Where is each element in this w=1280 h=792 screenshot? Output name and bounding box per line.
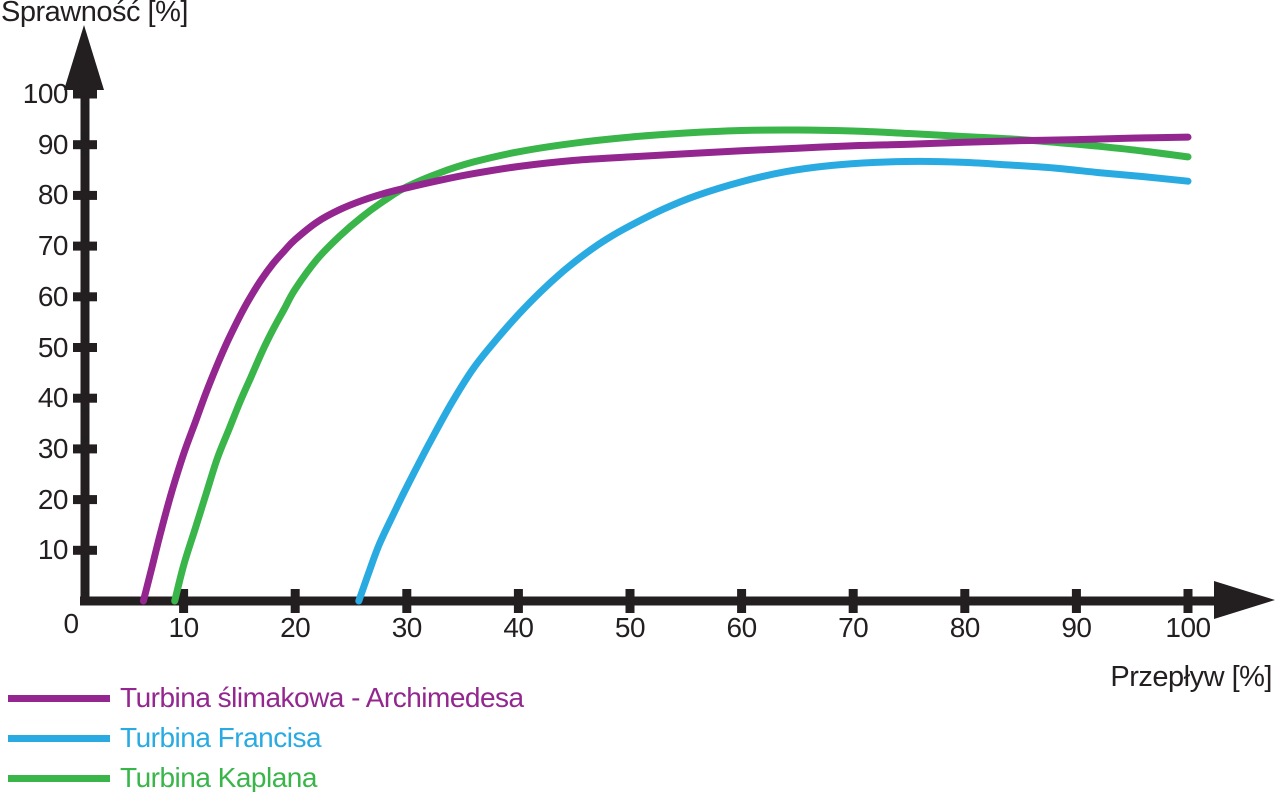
x-tick-mark <box>402 589 412 613</box>
legend-item: Turbina Francisa <box>8 718 524 758</box>
legend-label: Turbina Francisa <box>120 722 322 753</box>
origin-label: 0 <box>63 608 79 639</box>
y-axis-arrowhead-icon <box>64 25 104 90</box>
x-tick-mark <box>1183 589 1193 613</box>
series-curve-1 <box>139 133 1192 605</box>
y-tick-mark <box>73 393 97 403</box>
x-tick-label: 60 <box>726 612 758 643</box>
y-tick-mark <box>73 292 97 302</box>
y-tick-label: 60 <box>37 280 69 312</box>
y-tick-mark <box>73 140 97 150</box>
x-axis-arrowhead-icon <box>1214 581 1275 619</box>
x-tick-mark <box>1071 589 1081 613</box>
x-tick-label: 70 <box>838 612 869 643</box>
x-tick-label: 10 <box>168 612 200 643</box>
y-tick-mark <box>73 190 97 200</box>
x-tick-label: 80 <box>949 612 981 643</box>
x-axis-title: Przepływ [%] <box>1110 661 1272 693</box>
legend-swatch <box>8 694 110 702</box>
y-tick-mark <box>73 241 97 251</box>
series-curve-2 <box>355 157 1192 605</box>
x-tick-mark <box>513 589 523 613</box>
x-tick-mark <box>179 589 189 613</box>
x-tick-mark <box>625 589 635 613</box>
x-tick-label: 40 <box>503 612 534 643</box>
y-tick-mark <box>73 444 97 454</box>
y-tick-mark <box>73 545 97 555</box>
x-tick-mark <box>290 589 300 613</box>
x-tick-label: 90 <box>1061 612 1092 643</box>
y-tick-label: 40 <box>37 382 69 414</box>
y-tick-label: 10 <box>37 534 69 566</box>
x-tick-mark <box>848 589 858 613</box>
legend-label: Turbina ślimakowa - Archimedesa <box>120 682 524 713</box>
x-tick-mark <box>960 589 970 613</box>
legend: Turbina ślimakowa - Archimedesa Turbina F… <box>8 678 524 792</box>
y-tick-mark <box>73 343 97 352</box>
y-tick-label: 20 <box>37 483 69 515</box>
x-tick-label: 100 <box>1165 612 1211 643</box>
x-tick-label: 50 <box>614 612 646 643</box>
legend-swatch <box>8 774 110 782</box>
legend-item: Turbina ślimakowa - Archimedesa <box>8 678 524 718</box>
y-tick-label: 70 <box>37 230 69 262</box>
y-tick-label: 80 <box>37 179 69 211</box>
y-tick-label: 90 <box>37 128 69 160</box>
x-tick-label: 30 <box>391 612 423 643</box>
y-tick-label: 100 <box>22 78 69 109</box>
legend-label: Turbina Kaplana <box>120 762 317 792</box>
y-tick-label: 30 <box>37 432 69 464</box>
x-tick-label: 20 <box>280 612 311 643</box>
y-tick-mark <box>73 495 97 505</box>
y-axis-title: Sprawność [%] <box>1 0 188 28</box>
legend-swatch <box>8 734 110 742</box>
y-tick-mark <box>73 89 97 99</box>
y-tick-label: 50 <box>37 331 69 363</box>
legend-item: Turbina Kaplana <box>8 758 524 792</box>
x-tick-mark <box>737 589 747 613</box>
